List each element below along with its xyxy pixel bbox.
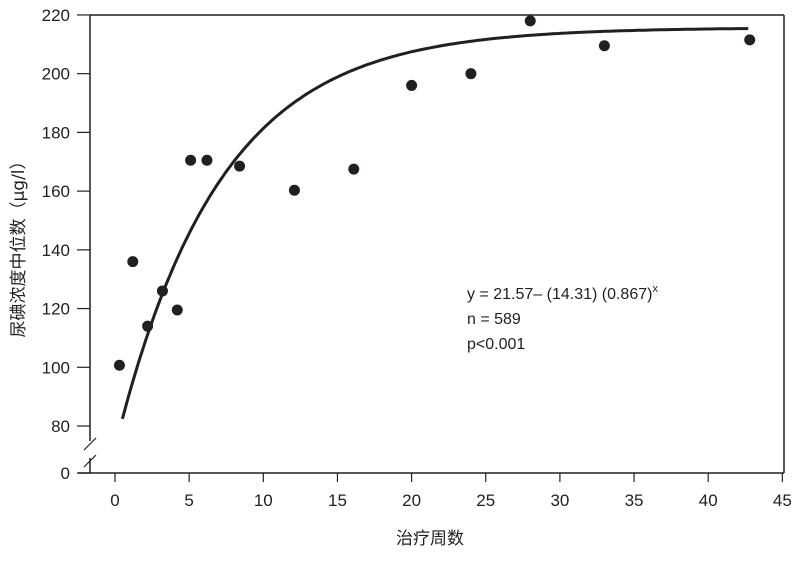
axis-break-mark	[83, 437, 97, 451]
data-points	[113, 15, 756, 371]
x-axis-title: 治疗周数	[396, 529, 464, 549]
data-point	[744, 34, 756, 46]
data-point	[348, 163, 360, 175]
y-tick-label: 140	[42, 241, 70, 260]
y-tick-label: 180	[42, 123, 70, 142]
fit-curve	[120, 27, 749, 420]
data-point	[465, 68, 477, 80]
x-axis: 0 5 10 15 20 25 30 35 40 45	[110, 473, 792, 510]
x-tick-label: 35	[625, 491, 644, 510]
data-point	[234, 160, 246, 172]
equation-annotation: y = 21.57– (14.31) (0.867)x	[467, 283, 658, 303]
y-axis-title: 尿碘浓度中位数（μg/l）	[9, 152, 29, 337]
axis-break-mark	[83, 454, 97, 468]
plot-frame	[78, 14, 785, 474]
data-point	[142, 320, 154, 332]
x-tick-label: 20	[402, 491, 421, 510]
x-tick-label: 10	[254, 491, 273, 510]
x-tick-label: 30	[550, 491, 569, 510]
y-axis: 0 80 100 120 140 160 180 200 220	[42, 6, 90, 483]
y-tick-label: 120	[42, 300, 70, 319]
y-tick-label: 0	[61, 464, 70, 483]
data-point	[406, 79, 418, 91]
x-tick-label: 45	[773, 491, 792, 510]
y-tick-label: 220	[42, 6, 70, 25]
x-tick-label: 25	[476, 491, 495, 510]
data-point	[171, 304, 183, 316]
y-tick-label: 80	[51, 417, 70, 436]
data-point	[156, 285, 168, 297]
x-tick-label: 0	[110, 491, 119, 510]
p-annotation: p<0.001	[467, 336, 525, 353]
data-point	[185, 154, 197, 166]
data-point	[598, 40, 610, 52]
data-point	[524, 15, 536, 27]
x-tick-label: 5	[184, 491, 193, 510]
y-tick-label: 100	[42, 358, 70, 377]
y-tick-label: 200	[42, 65, 70, 84]
n-annotation: n = 589	[467, 311, 521, 328]
data-point	[201, 154, 213, 166]
x-tick-label: 40	[699, 491, 718, 510]
x-tick-label: 15	[328, 491, 347, 510]
data-point	[113, 359, 125, 371]
y-tick-label: 160	[42, 182, 70, 201]
data-point	[127, 256, 139, 268]
data-point	[288, 184, 300, 196]
